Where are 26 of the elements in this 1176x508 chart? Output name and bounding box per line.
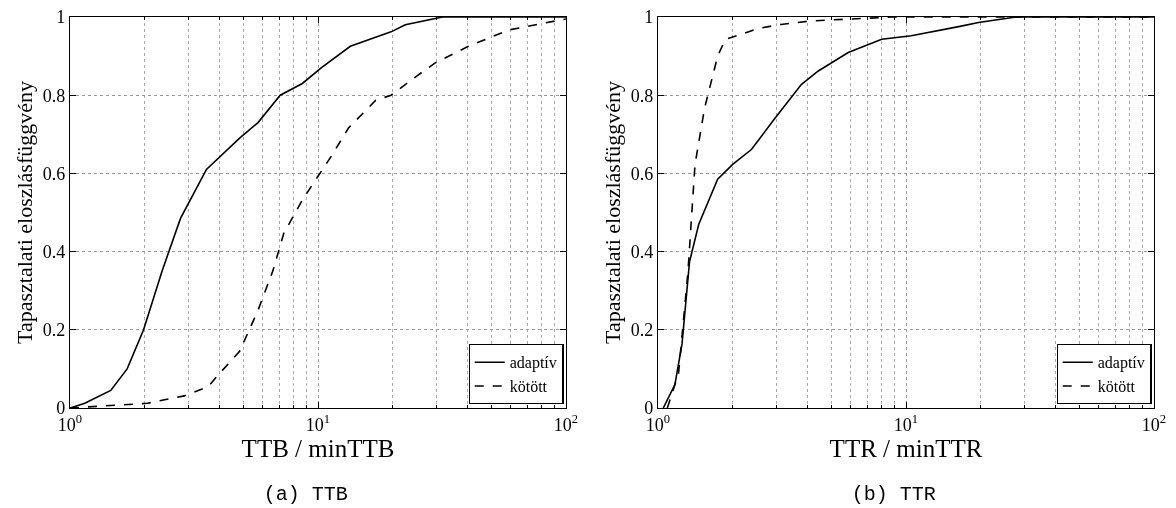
x-axis-title: TTB / minTTB (241, 434, 395, 462)
y-axis-title: Tapasztalati eloszlásfüggvény (11, 81, 37, 344)
legend-label: adaptív (1097, 354, 1145, 373)
y-tick-label: 1 (56, 7, 66, 28)
x-tick-label: 10$^{1}$ (305, 412, 331, 435)
y-tick-label: 0.4 (42, 241, 66, 262)
y-tick-label: 0.6 (630, 163, 654, 184)
y-tick-label: 0.2 (630, 320, 654, 341)
y-tick-label: 0.8 (42, 85, 66, 106)
y-tick-label: 0.2 (42, 320, 66, 341)
y-tick-label: 0 (56, 398, 66, 419)
x-tick-label: 10$^{2}$ (553, 412, 579, 435)
x-axis-title: TTR / minTTR (829, 434, 983, 462)
legend-label: kötött (1097, 378, 1136, 396)
y-axis-title: Tapasztalati eloszlásfüggvény (599, 81, 625, 344)
y-tick-label: 0 (644, 398, 654, 419)
y-tick-label: 0.8 (630, 85, 654, 106)
text: (b) TTR (851, 483, 936, 507)
y-tick-label: 0.6 (42, 163, 66, 184)
legend-label: kötött (509, 378, 548, 396)
y-tick-label: 1 (644, 7, 654, 28)
x-tick-label: 10$^{2}$ (1141, 412, 1167, 435)
y-tick-label: 0.4 (630, 241, 654, 262)
legend-label: adaptív (509, 354, 557, 373)
x-tick-label: 10$^{1}$ (893, 412, 919, 435)
text: (a) TTB (263, 483, 348, 507)
